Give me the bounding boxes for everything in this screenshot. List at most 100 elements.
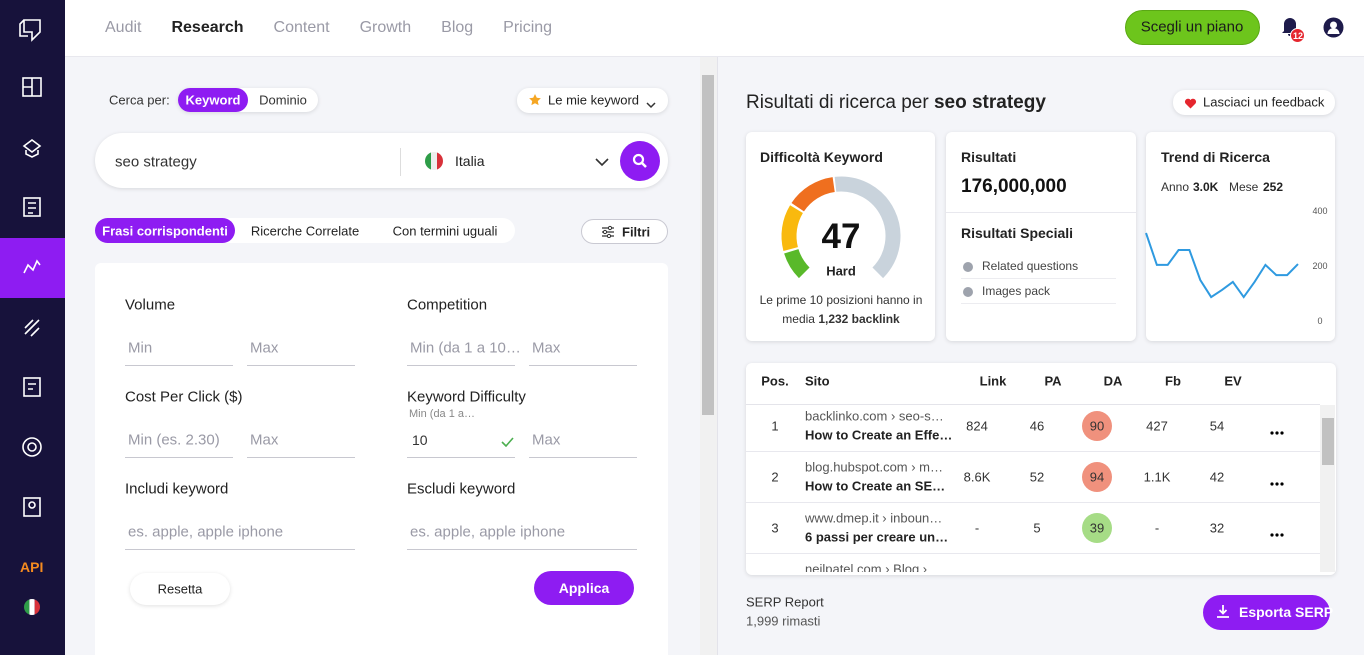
input-placeholder[interactable]: Max [250,339,279,357]
search-button[interactable] [620,141,660,181]
title-prefix: Risultati di ricerca per [746,92,929,113]
column-header: DA [1103,373,1123,389]
input-placeholder[interactable]: Min (da 1 a 10… [410,339,521,357]
input-placeholder[interactable]: Min (es. 2.30) [128,431,220,449]
site-title[interactable]: 6 passi per creare un… [805,529,949,545]
input-placeholder[interactable]: Max [532,339,561,357]
results-title: Risultati di ricerca per seo strategy [746,92,1046,114]
star-icon [528,93,542,107]
input-placeholder[interactable]: es. apple, apple iphone [128,523,284,541]
feedback-label: Lasciaci un feedback [1203,94,1325,110]
search-mode[interactable]: Dominio [259,92,307,108]
site-domain[interactable]: www.dmep.it › inboun… [805,510,943,526]
my-keywords[interactable] [517,88,668,113]
api-link[interactable]: API [20,559,44,575]
note-value: 1,232 backlink [818,312,900,326]
nav-item[interactable]: Pricing [503,18,553,36]
input-placeholder[interactable]: Min [128,339,153,357]
apply-button[interactable] [534,571,634,605]
results-count: 176,000,000 [961,176,1067,197]
difficulty-value: 47 [821,217,861,256]
reset-button[interactable] [130,573,230,605]
icon-rank[interactable] [22,437,42,457]
cell-pos: 1 [771,418,779,434]
field-label: Escludi keyword [407,480,516,498]
field-label: Competition [407,296,488,314]
nav-item[interactable]: Content [273,18,330,36]
icon-users[interactable] [23,497,41,517]
cta-label: Scegli un piano [1140,18,1244,36]
row-menu [1270,525,1284,537]
country-flag [424,151,444,171]
search-icon [632,153,648,169]
input-underline [125,365,233,366]
cell-pa: 46 [1029,418,1045,434]
icon-reports[interactable] [23,377,41,397]
serp-report: SERP Report [746,594,824,610]
icon-links[interactable] [24,319,40,337]
nav-item[interactable]: Growth [359,18,412,36]
search-label: Cerca per: [109,92,170,108]
row-menu [1270,474,1284,486]
column-header: Link [979,373,1007,389]
difficulty-label: Hard [826,263,856,279]
tab-active [95,218,235,243]
da-badge [1082,513,1112,543]
search-mode[interactable]: Keyword [185,92,241,108]
cta-button[interactable] [1125,10,1260,45]
panel-divider [717,57,718,655]
icon-research[interactable] [23,259,41,274]
site-title[interactable]: How to Create an Effe… [805,427,953,443]
valid-check [501,434,514,448]
input-placeholder[interactable]: Max [250,431,279,449]
column-header: Fb [1165,373,1181,389]
y-tick-label: 400 [1312,206,1328,216]
site-domain[interactable]: blog.hubspot.com › m… [805,459,944,475]
nav-item[interactable]: Blog [441,18,474,36]
input-placeholder[interactable]: es. apple, apple iphone [410,523,566,541]
country: Italia [455,153,485,169]
site-title[interactable]: How to Create an SE… [805,478,946,494]
field-label: Cost Per Click ($) [125,388,243,406]
table-scroll-thumb [1322,418,1334,465]
site-domain[interactable]: neilpatel.com › Blog › [805,561,928,573]
cell-da: 90 [1089,418,1105,434]
filters-button[interactable] [581,219,668,244]
feature-icon [962,285,974,297]
cell-pos: 3 [771,520,779,536]
cell-link: 8.6K [963,469,991,485]
difficulty-note: Le prime 10 posizioni hanno in media 1,2… [752,291,930,329]
site-domain[interactable]: backlinko.com › seo-s… [805,408,944,424]
input-placeholder[interactable]: Max [532,431,561,449]
tab[interactable]: Ricerche Correlate [250,223,360,239]
trend-label: Mese [1229,180,1259,194]
download-icon [1216,604,1230,619]
da-badge [1082,462,1112,492]
country-chevron [594,155,610,167]
notification-badge [1290,28,1305,43]
tab[interactable]: Frasi corrispondenti [102,223,228,239]
nav-item[interactable]: Audit [105,18,142,36]
filters-icon [601,225,615,239]
tab[interactable]: Con termini uguali [392,223,498,239]
card-divider [946,212,1136,213]
icon-content[interactable] [23,197,41,217]
input-underline [247,457,355,458]
language-flag[interactable] [22,597,42,617]
row-divider [746,553,1320,554]
nav-item[interactable]: Research [171,18,244,36]
sidebar-active [0,238,65,298]
search-box [95,133,668,188]
feedback-button[interactable] [1173,90,1335,115]
nav-items: Audit Research Content Growth Blog Pricing [105,0,552,55]
row-divider [746,451,1320,452]
logo[interactable] [19,19,41,42]
table-card [746,363,1336,575]
icon-audit[interactable] [22,139,42,158]
input-value[interactable]: 10 [412,432,428,448]
search-query: seo strategy [115,153,197,171]
column-header: EV [1224,373,1242,389]
da-badge [1082,411,1112,441]
cell-da: 39 [1089,520,1105,536]
sidebar-icons [19,19,42,517]
